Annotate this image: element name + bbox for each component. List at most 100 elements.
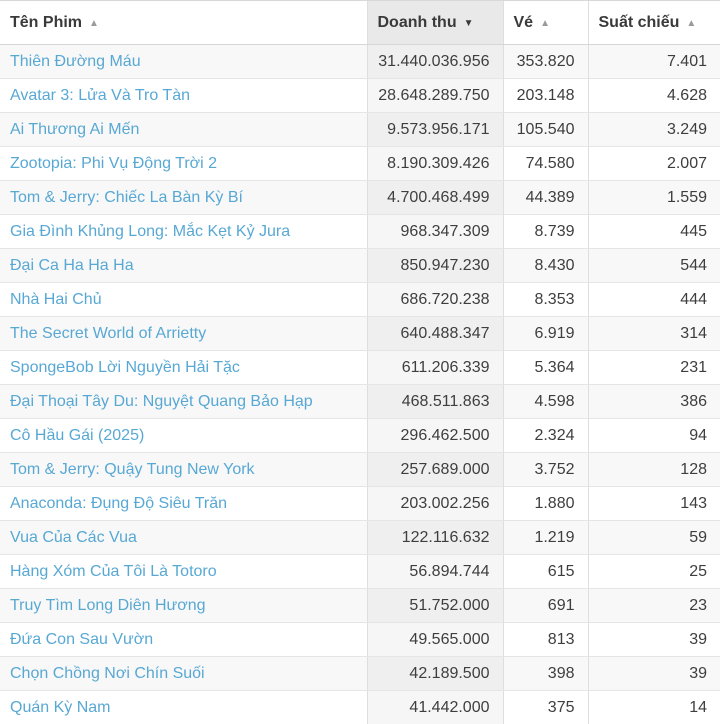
table-row: Tom & Jerry: Chiếc La Bàn Kỳ Bí 4.700.46…: [0, 180, 720, 215]
movie-name-cell: Ai Thương Ai Mến: [0, 112, 367, 147]
table-row: Gia Đình Khủng Long: Mắc Kẹt Kỷ Jura 968…: [0, 214, 720, 249]
tickets-cell: 353.820: [502, 44, 588, 79]
table-row: Đứa Con Sau Vườn 49.565.000 813 39: [0, 622, 720, 657]
tickets-cell: 8.353: [502, 282, 588, 317]
movie-name-link[interactable]: Anaconda: Đụng Độ Siêu Trăn: [10, 494, 228, 512]
movie-name-link[interactable]: Thiên Đường Máu: [10, 52, 141, 70]
movie-name-cell: SpongeBob Lời Nguyền Hải Tặc: [0, 350, 367, 385]
table-row: Avatar 3: Lửa Và Tro Tàn 28.648.289.750 …: [0, 78, 720, 113]
tickets-cell: 44.389: [502, 180, 588, 215]
movie-name-link[interactable]: Đứa Con Sau Vườn: [10, 630, 154, 648]
column-header-screenings[interactable]: Suất chiếu ▲: [587, 1, 720, 45]
revenue-cell: 257.689.000: [366, 452, 503, 487]
movie-name-link[interactable]: Cô Hầu Gái (2025): [10, 426, 145, 444]
revenue-cell: 968.347.309: [366, 214, 503, 249]
movie-name-cell: Avatar 3: Lửa Và Tro Tàn: [0, 78, 367, 113]
screenings-cell: 444: [587, 282, 720, 317]
tickets-cell: 4.598: [502, 384, 588, 419]
table-row: Ai Thương Ai Mến 9.573.956.171 105.540 3…: [0, 112, 720, 147]
column-header-label: Doanh thu: [377, 13, 457, 31]
tickets-cell: 203.148: [502, 78, 588, 113]
screenings-cell: 445: [587, 214, 720, 249]
column-header-revenue[interactable]: Doanh thu ▼: [366, 1, 503, 45]
movie-name-link[interactable]: SpongeBob Lời Nguyền Hải Tặc: [10, 358, 240, 376]
movie-name-cell: Đại Thoại Tây Du: Nguyệt Quang Bảo Hạp: [0, 384, 367, 419]
movie-name-link[interactable]: Hàng Xóm Của Tôi Là Totoro: [10, 562, 217, 580]
screenings-cell: 23: [587, 588, 720, 623]
revenue-cell: 51.752.000: [366, 588, 503, 623]
movie-name-cell: Quán Kỳ Nam: [0, 690, 367, 724]
movie-name-cell: Tom & Jerry: Chiếc La Bàn Kỳ Bí: [0, 180, 367, 215]
revenue-cell: 122.116.632: [366, 520, 503, 555]
screenings-cell: 544: [587, 248, 720, 283]
screenings-cell: 39: [587, 622, 720, 657]
sort-icon: ▼: [463, 17, 474, 29]
column-header-label: Tên Phim: [10, 13, 83, 31]
movie-name-cell: Anaconda: Đụng Độ Siêu Trăn: [0, 486, 367, 521]
movie-name-cell: Cô Hầu Gái (2025): [0, 418, 367, 453]
movie-name-link[interactable]: Đại Thoại Tây Du: Nguyệt Quang Bảo Hạp: [10, 392, 313, 410]
screenings-cell: 143: [587, 486, 720, 521]
movie-name-link[interactable]: Chọn Chồng Nơi Chín Suối: [10, 664, 205, 682]
movie-name-link[interactable]: Quán Kỳ Nam: [10, 698, 111, 716]
screenings-cell: 3.249: [587, 112, 720, 147]
movie-name-link[interactable]: Tom & Jerry: Chiếc La Bàn Kỳ Bí: [10, 188, 243, 206]
tickets-cell: 5.364: [502, 350, 588, 385]
screenings-cell: 25: [587, 554, 720, 589]
revenue-cell: 468.511.863: [366, 384, 503, 419]
tickets-cell: 74.580: [502, 146, 588, 181]
table-row: Chọn Chồng Nơi Chín Suối 42.189.500 398 …: [0, 656, 720, 691]
revenue-cell: 640.488.347: [366, 316, 503, 351]
movie-name-link[interactable]: Avatar 3: Lửa Và Tro Tàn: [10, 86, 190, 104]
movie-name-link[interactable]: Zootopia: Phi Vụ Động Trời 2: [10, 154, 218, 172]
sort-icon: ▲: [686, 17, 697, 29]
sort-icon: ▲: [89, 17, 99, 29]
movie-name-link[interactable]: Truy Tìm Long Diên Hương: [10, 596, 206, 614]
movie-name-link[interactable]: Gia Đình Khủng Long: Mắc Kẹt Kỷ Jura: [10, 222, 291, 240]
movie-name-cell: Chọn Chồng Nơi Chín Suối: [0, 656, 367, 691]
tickets-cell: 398: [502, 656, 588, 691]
movie-name-cell: Truy Tìm Long Diên Hương: [0, 588, 367, 623]
movie-name-link[interactable]: The Secret World of Arrietty: [10, 324, 207, 342]
table-row: Thiên Đường Máu 31.440.036.956 353.820 7…: [0, 44, 720, 79]
revenue-cell: 686.720.238: [366, 282, 503, 317]
tickets-cell: 813: [502, 622, 588, 657]
screenings-cell: 2.007: [587, 146, 720, 181]
table-row: Vua Của Các Vua 122.116.632 1.219 59: [0, 520, 720, 555]
table-row: Cô Hầu Gái (2025) 296.462.500 2.324 94: [0, 418, 720, 453]
tickets-cell: 1.880: [502, 486, 588, 521]
sort-icon: ▲: [540, 17, 550, 29]
movie-name-link[interactable]: Vua Của Các Vua: [10, 528, 137, 546]
tickets-cell: 375: [502, 690, 588, 724]
table-row: Nhà Hai Chủ 686.720.238 8.353 444: [0, 282, 720, 317]
screenings-cell: 314: [587, 316, 720, 351]
revenue-cell: 28.648.289.750: [366, 78, 503, 113]
revenue-cell: 31.440.036.956: [366, 44, 503, 79]
table-body: Thiên Đường Máu 31.440.036.956 353.820 7…: [0, 44, 720, 724]
tickets-cell: 3.752: [502, 452, 588, 487]
movie-name-link[interactable]: Ai Thương Ai Mến: [10, 120, 140, 138]
tickets-cell: 8.430: [502, 248, 588, 283]
revenue-cell: 41.442.000: [366, 690, 503, 724]
column-header-movie-name[interactable]: Tên Phim ▲: [0, 1, 367, 45]
revenue-cell: 850.947.230: [366, 248, 503, 283]
revenue-cell: 4.700.468.499: [366, 180, 503, 215]
screenings-cell: 231: [587, 350, 720, 385]
table-row: Quán Kỳ Nam 41.442.000 375 14: [0, 690, 720, 724]
table-row: Đại Ca Ha Ha Ha 850.947.230 8.430 544: [0, 248, 720, 283]
movie-name-link[interactable]: Tom & Jerry: Quậy Tung New York: [10, 460, 255, 478]
screenings-cell: 39: [587, 656, 720, 691]
revenue-cell: 42.189.500: [366, 656, 503, 691]
movie-name-link[interactable]: Đại Ca Ha Ha Ha: [10, 256, 134, 274]
table-header-row: Tên Phim ▲ Doanh thu ▼ Vé ▲ Suất chiếu ▲: [0, 1, 720, 45]
table-row: Truy Tìm Long Diên Hương 51.752.000 691 …: [0, 588, 720, 623]
movie-name-cell: Đứa Con Sau Vườn: [0, 622, 367, 657]
movie-name-link[interactable]: Nhà Hai Chủ: [10, 290, 102, 308]
revenue-cell: 8.190.309.426: [366, 146, 503, 181]
revenue-cell: 203.002.256: [366, 486, 503, 521]
movie-name-cell: Thiên Đường Máu: [0, 44, 367, 79]
screenings-cell: 4.628: [587, 78, 720, 113]
column-header-tickets[interactable]: Vé ▲: [502, 1, 588, 45]
